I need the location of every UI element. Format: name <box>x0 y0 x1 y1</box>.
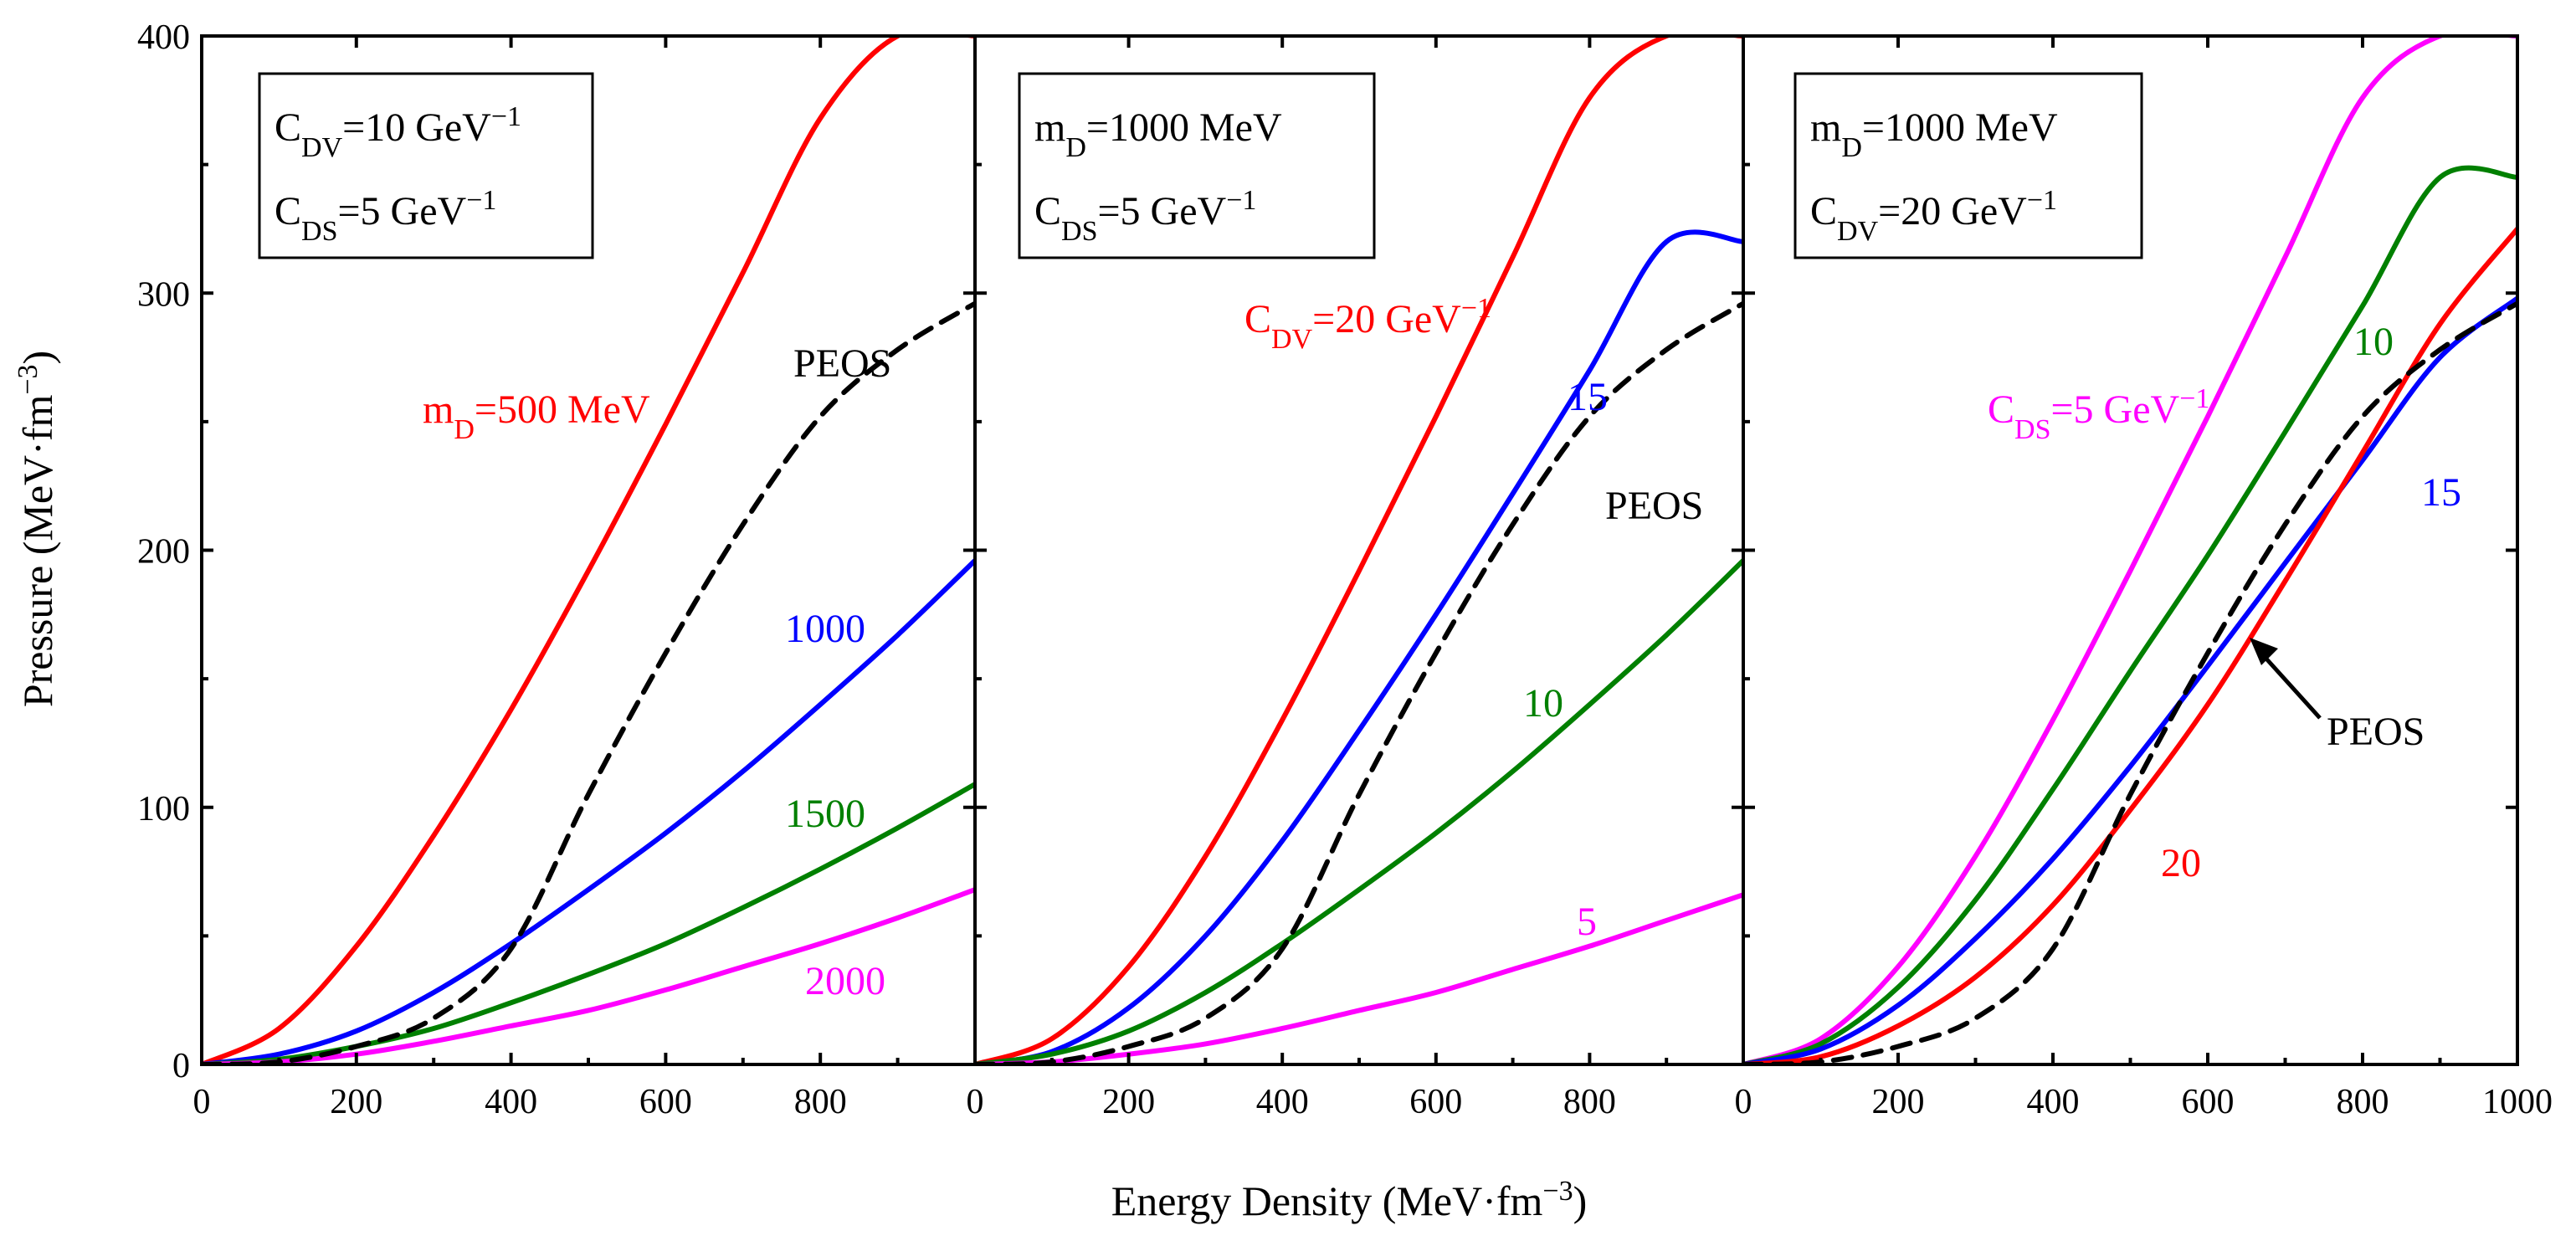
x-tick-label: 800 <box>2337 1083 2389 1121</box>
series-label: 10 <box>1523 681 1563 726</box>
x-tick-label: 0 <box>967 1083 984 1121</box>
series-label: 20 <box>2161 841 2201 885</box>
y-tick-label: 0 <box>172 1047 190 1085</box>
series-line-c-ds-5-gev-1 <box>1743 36 2517 1064</box>
y-tick-label: 200 <box>137 533 190 572</box>
series-label: 1500 <box>785 792 865 836</box>
series-group <box>975 36 1743 1064</box>
x-tick-label: 400 <box>2027 1083 2080 1121</box>
legend-frame <box>1018 72 1376 259</box>
legend-box: CDV=10 GeV−1 CDS=5 GeV−1 <box>258 72 594 259</box>
series-label: 15 <box>2421 470 2461 515</box>
series-line-c-ds-20-gev-1 <box>1743 226 2517 1064</box>
series-label: PEOS <box>1605 484 1703 528</box>
legend-entry: CDS=5 GeV−1 <box>275 185 496 247</box>
y-tick-label: 300 <box>137 275 190 314</box>
series-line-c-ds-15-gev-1 <box>1743 295 2517 1064</box>
series-label: 2000 <box>805 959 885 1003</box>
series-label: 15 <box>1568 375 1608 419</box>
legend-box: mD=1000 MeV CDV=20 GeV−1 <box>1793 72 2143 259</box>
x-tick-label: 0 <box>193 1083 211 1121</box>
legend-entry: CDV=20 GeV−1 <box>1810 185 2057 247</box>
x-tick-label: 400 <box>485 1083 537 1121</box>
x-tick-label: 200 <box>330 1083 382 1121</box>
series-label: mD=500 MeV <box>423 387 650 445</box>
legend-entry: mD=1000 MeV <box>1810 105 2058 163</box>
series-label: 10 <box>2353 320 2394 364</box>
series-line-c-dv-5-gev-1 <box>975 892 1743 1064</box>
x-tick-label: 1000 <box>2482 1083 2553 1121</box>
y-tick-label: 100 <box>137 790 190 828</box>
series-line-c-dv-10-gev-1 <box>975 557 1743 1064</box>
legend-entry: CDV=10 GeV−1 <box>275 101 521 163</box>
series-group <box>202 36 975 1064</box>
legend-frame <box>258 72 594 259</box>
series-line-m-d-2000-mev <box>202 887 975 1064</box>
legend-entry: mD=1000 MeV <box>1034 105 1282 163</box>
legend-frame <box>1793 72 2143 259</box>
x-tick-label: 600 <box>2182 1083 2235 1121</box>
x-tick-label: 600 <box>639 1083 692 1121</box>
series-label: PEOS <box>793 341 891 386</box>
x-tick-label: 400 <box>1256 1083 1309 1121</box>
x-tick-label: 800 <box>794 1083 847 1121</box>
panel-3: 0 200 400 600 800 1000 mD=1000 MeV CDV=20 GeV−1… <box>1735 34 2553 1121</box>
x-axis-title: Energy Density (MeV·fm−3) <box>1111 1176 1587 1225</box>
series-label: 5 <box>1577 900 1597 944</box>
series-line-peos <box>975 300 1743 1064</box>
legend-entry: CDS=5 GeV−1 <box>1034 185 1256 247</box>
peos-arrow <box>2250 638 2322 720</box>
x-tick-label: 0 <box>1735 1083 1752 1121</box>
x-tick-label: 600 <box>1409 1083 1462 1121</box>
series-label: CDV=20 GeV−1 <box>1244 293 1491 355</box>
series-line-peos <box>202 300 975 1064</box>
arrow-shaft <box>2263 655 2322 720</box>
series-line-c-dv-15-gev-1 <box>975 229 1743 1064</box>
series-label: CDS=5 GeV−1 <box>1988 383 2209 445</box>
x-tick-label: 200 <box>1872 1083 1925 1121</box>
series-group <box>1743 36 2517 1064</box>
series-line-c-dv-20-gev-1 <box>975 36 1743 1064</box>
series-label: 1000 <box>785 607 865 651</box>
arrow-head <box>2250 638 2278 665</box>
series-line-peos <box>1743 300 2517 1064</box>
x-tick-label: 200 <box>1102 1083 1155 1121</box>
x-tick-label: 800 <box>1563 1083 1616 1121</box>
series-line-m-d-500-mev <box>202 36 975 1064</box>
series-line-c-ds-10-gev-1 <box>1743 165 2517 1064</box>
panel-2: 0 200 400 600 800 mD=1000 MeV CDS=5 GeV−1 CDV=2… <box>967 34 1745 1121</box>
series-line-m-d-1000-mev <box>202 557 975 1064</box>
legend-box: mD=1000 MeV CDS=5 GeV−1 <box>1018 72 1376 259</box>
y-tick-label: 400 <box>137 18 190 57</box>
series-label: PEOS <box>2327 710 2425 754</box>
y-axis-title: Pressure (MeV·fm−3) <box>13 351 62 707</box>
